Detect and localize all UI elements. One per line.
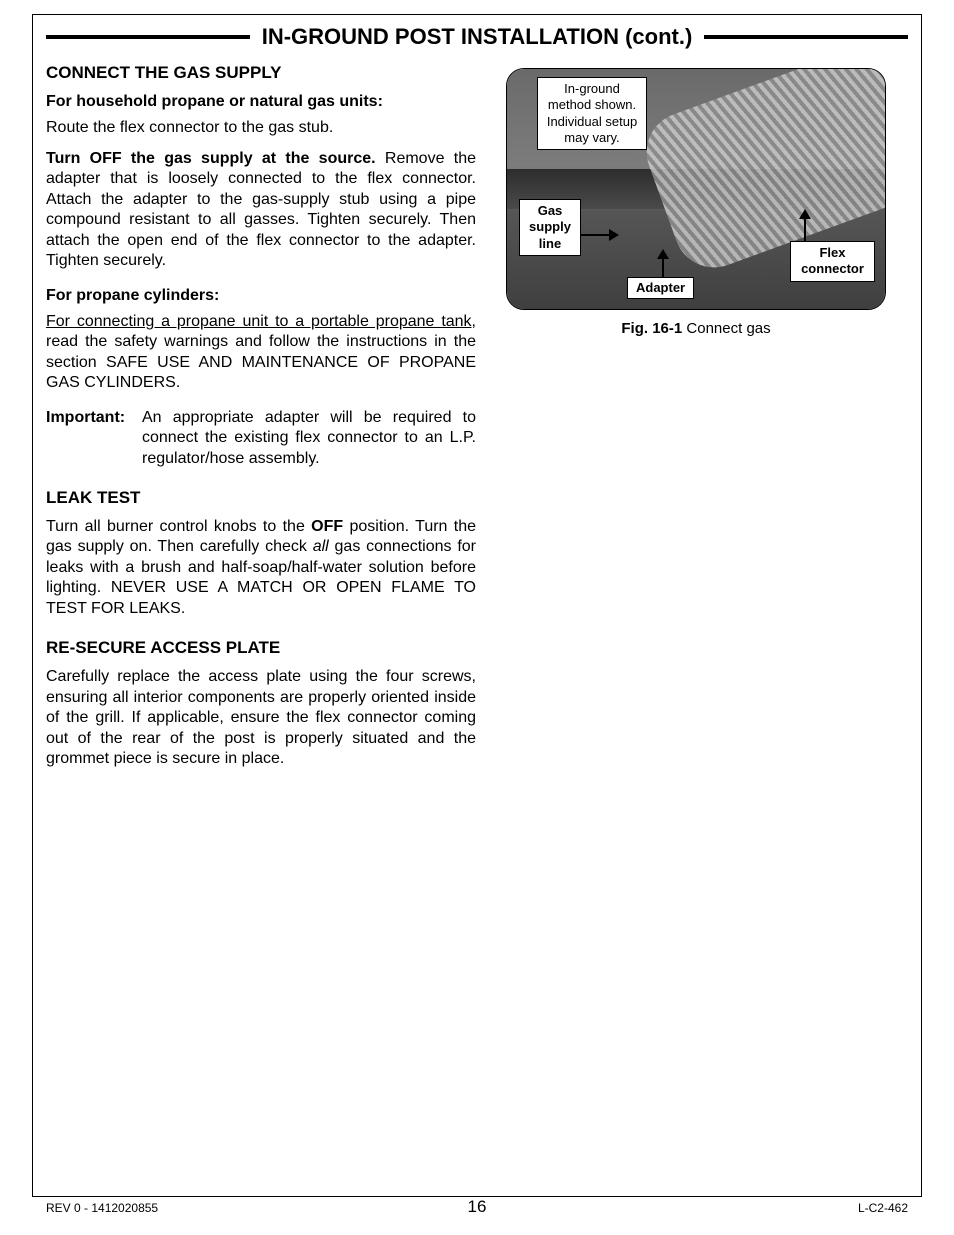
figure-caption-label: Fig. 16-1 <box>621 320 682 337</box>
leak-p1: Turn all burner control knobs to the OFF… <box>46 517 476 619</box>
footer-page-number: 16 <box>468 1197 487 1217</box>
resecure-heading: RE-SECURE ACCESS PLATE <box>46 637 476 659</box>
footer-right: L-C2-462 <box>858 1201 908 1215</box>
important-block: Important: An appropriate adapter will b… <box>46 408 476 469</box>
callout-method: In-ground method shown. Individual setup… <box>537 77 647 150</box>
resecure-p1: Carefully replace the access plate using… <box>46 667 476 769</box>
right-column: In-ground method shown. Individual setup… <box>506 62 908 783</box>
arrow-gas <box>579 227 619 243</box>
callout-adapter: Adapter <box>627 277 694 299</box>
callout-flex-connector: Flex connector <box>790 241 875 282</box>
title-rule-right <box>704 35 908 39</box>
leak-heading: LEAK TEST <box>46 487 476 509</box>
connect-p2: Turn OFF the gas supply at the source. R… <box>46 149 476 272</box>
figure-caption-text: Connect gas <box>682 320 770 337</box>
important-text: An appropriate adapter will be required … <box>142 408 476 469</box>
connect-sub1: For household propane or natural gas uni… <box>46 92 476 112</box>
left-column: CONNECT THE GAS SUPPLY For household pro… <box>46 62 476 783</box>
connect-sub2: For propane cylinders: <box>46 286 476 306</box>
connect-p2-rest: Remove the adapter that is loosely conne… <box>46 150 476 269</box>
leak-p1-a: Turn all burner control knobs to the <box>46 518 311 535</box>
callout-gas-supply: Gas supply line <box>519 199 581 256</box>
connect-p1: Route the flex connector to the gas stub… <box>46 118 476 138</box>
figure-caption: Fig. 16-1 Connect gas <box>506 320 886 337</box>
arrow-flex <box>797 209 813 243</box>
page-title-bar: IN-GROUND POST INSTALLATION (cont.) <box>46 24 908 50</box>
page-title: IN-GROUND POST INSTALLATION (cont.) <box>258 24 697 50</box>
connect-p3-under: For connecting a propane unit to a porta… <box>46 313 476 330</box>
leak-p1-off: OFF <box>311 518 343 535</box>
content-area: CONNECT THE GAS SUPPLY For household pro… <box>46 62 908 783</box>
connect-p3-rest: read the safety warnings and follow the … <box>46 333 476 391</box>
page-footer: REV 0 - 1412020855 16 L-C2-462 <box>46 1201 908 1215</box>
leak-p1-all: all <box>313 538 329 555</box>
figure-16-1: In-ground method shown. Individual setup… <box>506 68 886 310</box>
connect-heading: CONNECT THE GAS SUPPLY <box>46 62 476 84</box>
connect-p3: For connecting a propane unit to a porta… <box>46 312 476 394</box>
title-rule-left <box>46 35 250 39</box>
arrow-adapter <box>655 249 671 279</box>
important-label: Important: <box>46 408 142 469</box>
footer-left: REV 0 - 1412020855 <box>46 1201 158 1215</box>
connect-p2-lead: Turn OFF the gas supply at the source. <box>46 150 376 167</box>
